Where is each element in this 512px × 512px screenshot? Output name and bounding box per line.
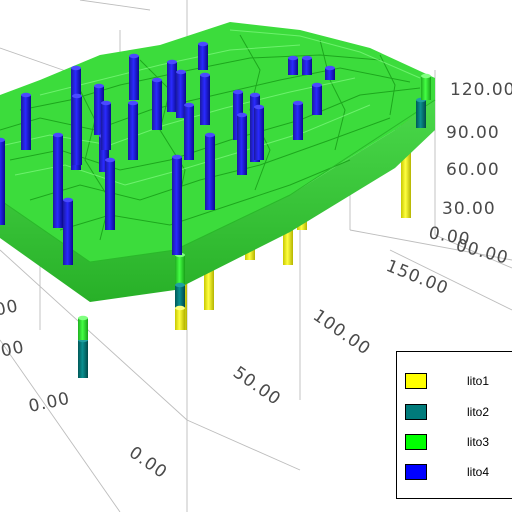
chart-legend: lito1 lito2 lito3 lito4	[396, 351, 512, 499]
x-tick-label: 50.00	[229, 363, 284, 410]
lito4-well	[63, 197, 73, 265]
lito4-well	[312, 82, 322, 115]
legend-label: lito3	[467, 435, 490, 449]
lito4-wells	[0, 41, 335, 265]
legend-item-lito3: lito3	[403, 433, 509, 453]
lito4-well	[288, 55, 298, 75]
y-tick-label: .00	[0, 296, 20, 322]
lito4-well	[53, 132, 63, 228]
lito4-well	[101, 100, 111, 150]
lito3-segment	[421, 73, 431, 100]
z-tick-label: 120.00	[450, 80, 512, 100]
lito4-well	[254, 104, 264, 160]
legend-label: lito4	[467, 465, 490, 479]
lito4-well	[21, 92, 31, 150]
lito4-well	[152, 77, 162, 130]
z-tick-label: 00.00	[454, 236, 511, 269]
block-front-side	[0, 100, 435, 302]
lito4-well	[94, 83, 104, 135]
lito4-well	[105, 157, 115, 230]
lito4-well	[184, 102, 194, 160]
lito4-well	[72, 93, 82, 165]
legend-swatch-lito1	[405, 373, 427, 389]
lito2-segment	[78, 337, 88, 378]
lito1-segment	[175, 305, 185, 330]
y-tick-label: .00	[0, 337, 26, 363]
lito4-well	[205, 132, 215, 210]
lito4-well	[128, 100, 138, 160]
x-tick-label: 0.00	[125, 443, 171, 483]
y-tick-label: 0.00	[27, 389, 72, 417]
legend-swatch-lito3	[405, 434, 427, 450]
legend-item-lito4: lito4	[403, 463, 509, 483]
lito4-well	[172, 154, 182, 255]
lito4-well	[198, 41, 208, 70]
lito2-segment	[175, 282, 185, 308]
lito4-well	[176, 69, 186, 118]
lito4-well	[167, 59, 177, 112]
legend-swatch-lito2	[405, 404, 427, 420]
z-tick-label: 30.00	[442, 199, 496, 219]
lito4-well	[129, 53, 139, 100]
legend-label: lito1	[467, 374, 490, 388]
x-tick-label: 100.00	[309, 306, 374, 360]
legend-item-lito1: lito1	[403, 372, 509, 392]
lito4-well	[293, 100, 303, 140]
legend-label: lito2	[467, 405, 490, 419]
legend-swatch-lito4	[405, 464, 427, 480]
x-tick-label: 150.00	[383, 256, 451, 299]
lito4-well	[237, 112, 247, 175]
lito2-segment	[416, 97, 426, 128]
lito4-well	[302, 55, 312, 75]
front-wells	[78, 73, 431, 378]
legend-item-lito2: lito2	[403, 403, 509, 423]
z-tick-label: 60.00	[446, 160, 500, 180]
lito3-segment	[78, 315, 88, 340]
lito4-well	[200, 72, 210, 125]
z-tick-label: 90.00	[446, 123, 500, 143]
lito4-well	[325, 65, 335, 80]
lito4-well	[0, 137, 5, 225]
